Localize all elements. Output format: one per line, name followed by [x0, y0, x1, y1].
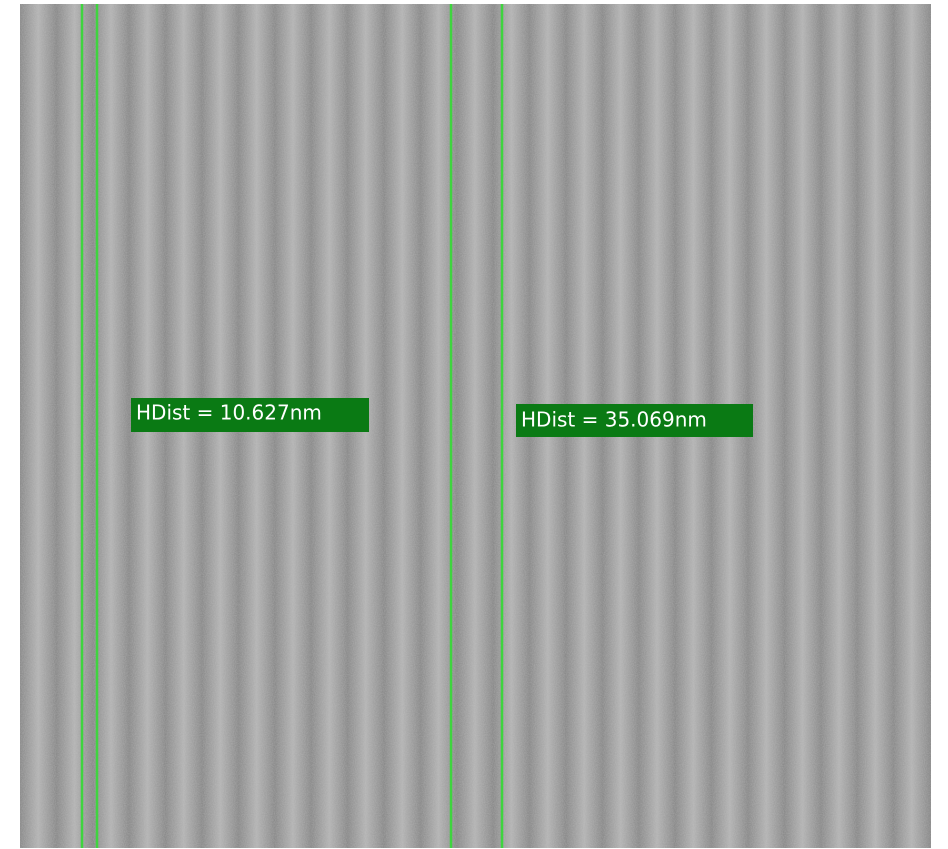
screenshot: HDist = 10.627nm HDist = 35.069nm [0, 0, 948, 849]
label-text: HDist = 35.069nm [521, 408, 707, 432]
label-text: HDist = 10.627nm [136, 401, 322, 425]
measurement-label: HDist = 35.069nm [516, 404, 753, 437]
measurement-label: HDist = 10.627nm [131, 398, 369, 432]
page: HDist = 10.627nm HDist = 35.069nm (() =>… [0, 0, 948, 849]
